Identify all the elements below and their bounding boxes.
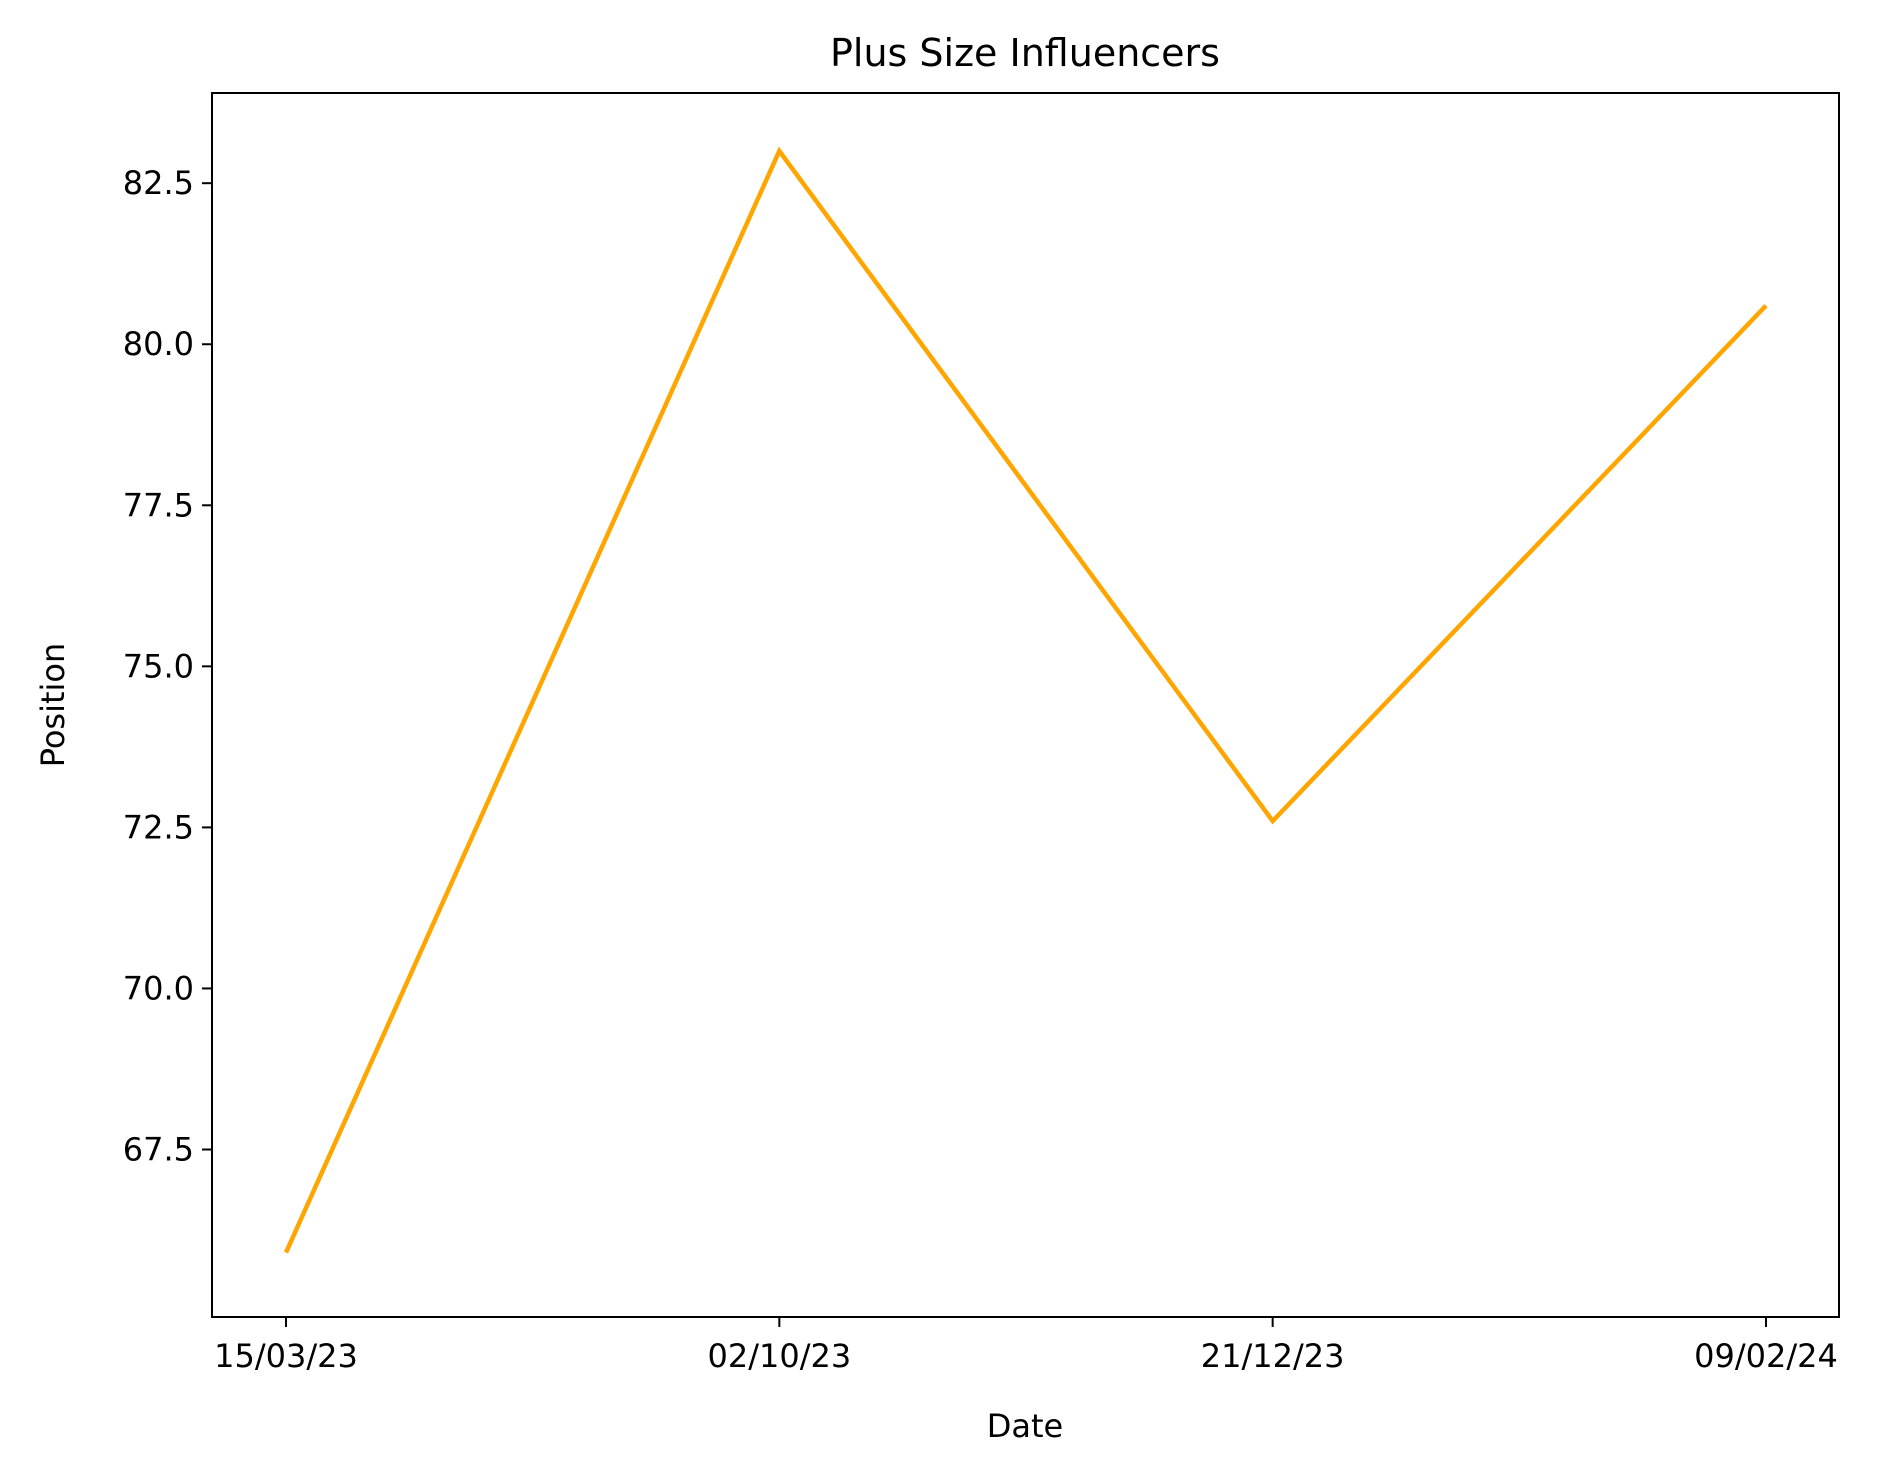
y-tick-label: 80.0 [123,325,194,363]
x-tick-label: 02/10/23 [707,1337,851,1375]
series-line [283,146,1768,1254]
y-tick-label: 75.0 [123,647,194,685]
x-axis-label: Date [987,1407,1063,1445]
y-tick-label: 82.5 [123,164,194,202]
x-tick-label: 21/12/23 [1201,1337,1345,1375]
plot-frame [211,92,1840,1318]
y-axis-ticks: 67.5 70.0 72.5 75.0 77.5 80.0 82.5 [123,164,212,1169]
y-tick-label: 67.5 [123,1131,194,1169]
x-tick-label: 09/02/24 [1694,1337,1838,1375]
x-axis-ticks: 15/03/23 02/10/23 21/12/23 09/02/24 [214,1317,1838,1375]
y-tick-label: 70.0 [123,969,194,1007]
chart-title: Plus Size Influencers [830,31,1220,75]
x-tick-label: 15/03/23 [214,1337,358,1375]
y-tick-label: 72.5 [123,808,194,846]
y-axis-label: Position [34,643,72,768]
y-tick-label: 77.5 [123,486,194,524]
